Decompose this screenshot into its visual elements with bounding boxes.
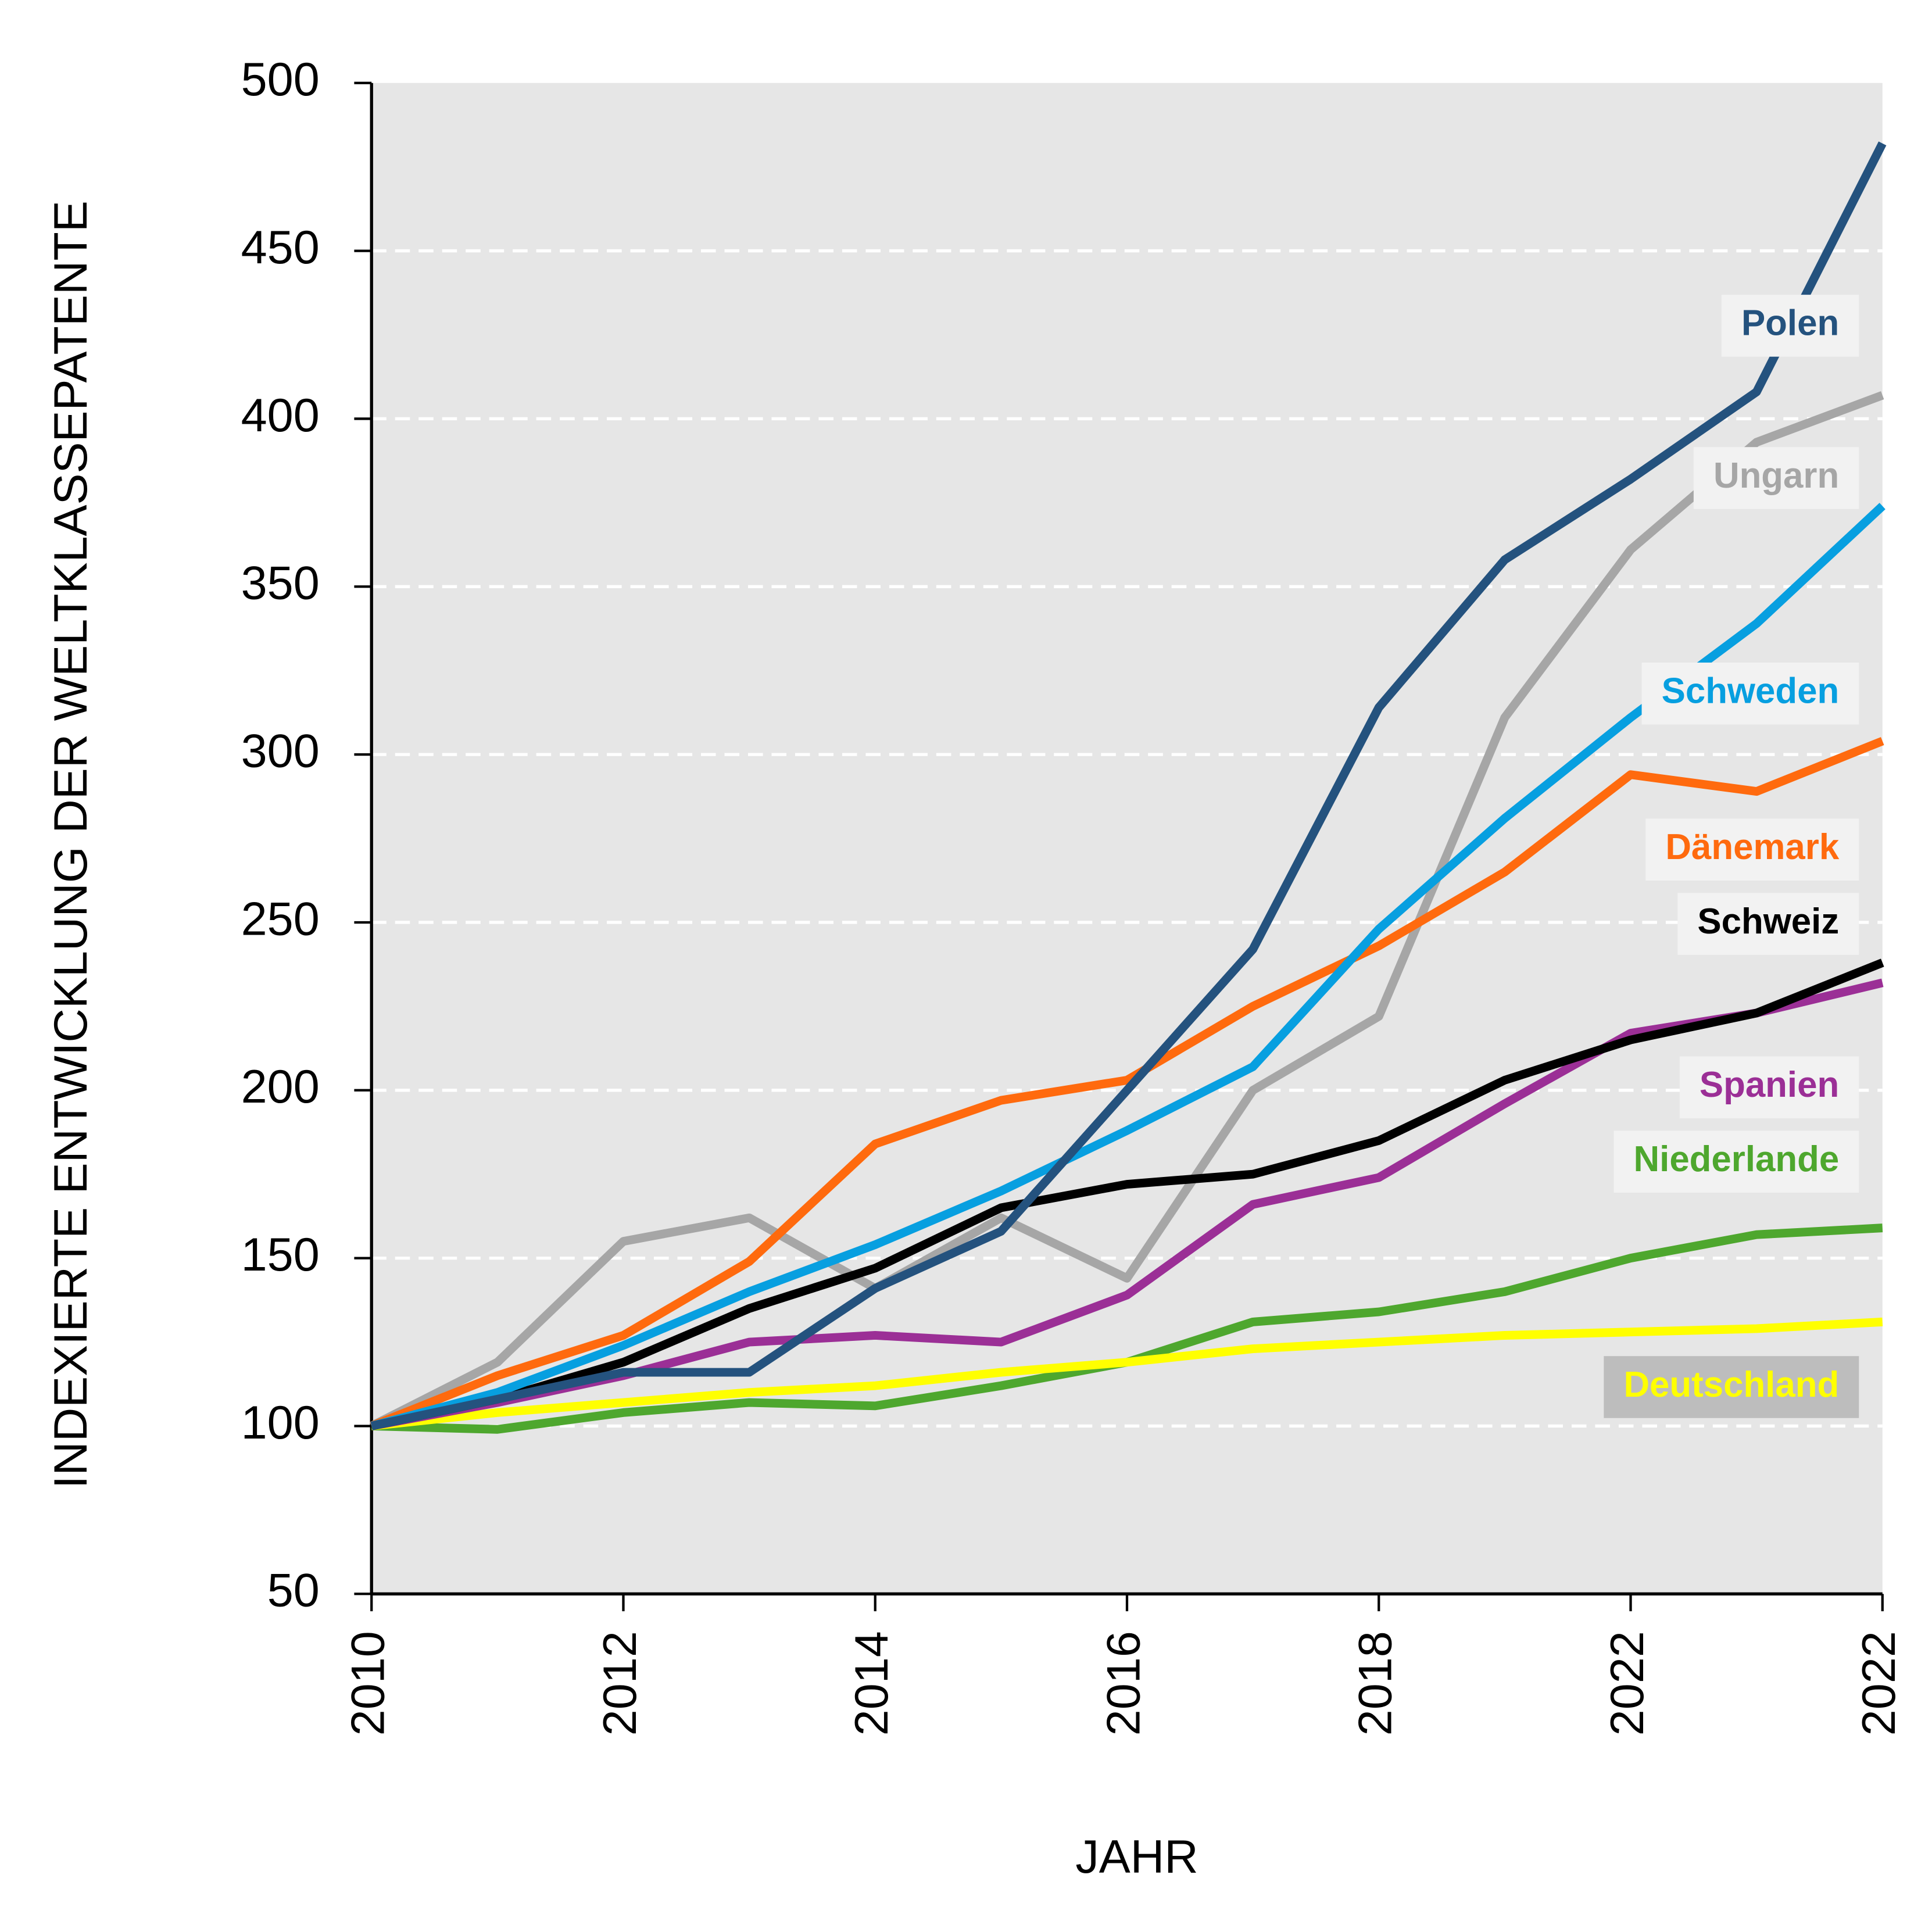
- x-tick-label: 2022: [1601, 1631, 1654, 1736]
- legend-label: Schweden: [1662, 671, 1840, 711]
- x-tick-label: 2010: [342, 1631, 395, 1736]
- legend-label: Ungarn: [1713, 456, 1839, 496]
- y-tick-label: 100: [241, 1397, 320, 1449]
- y-tick-label: 150: [241, 1229, 320, 1281]
- y-tick-label: 350: [241, 557, 320, 610]
- x-axis-title: JAHR: [1075, 1831, 1198, 1883]
- legend-label: Schweiz: [1697, 901, 1839, 942]
- y-tick-label: 300: [241, 725, 320, 778]
- y-tick-label: 250: [241, 893, 320, 945]
- legend-label: Dänemark: [1665, 827, 1839, 867]
- x-tick-label: 2014: [846, 1631, 898, 1736]
- x-tick-label: 2022: [1853, 1631, 1905, 1736]
- legend-label: Deutschland: [1623, 1365, 1839, 1405]
- legend-label: Spanien: [1700, 1065, 1839, 1105]
- x-tick-label: 2018: [1350, 1631, 1402, 1736]
- y-tick-label: 500: [241, 53, 320, 106]
- y-tick-label: 200: [241, 1061, 320, 1113]
- y-axis-title: INDEXIERTE ENTWICKLUNG DER WELTKLASSEPAT…: [45, 201, 97, 1489]
- y-tick-label: 450: [241, 221, 320, 274]
- x-tick-label: 2016: [1097, 1631, 1150, 1736]
- y-tick-label: 50: [267, 1565, 320, 1617]
- legend-label: Niederlande: [1634, 1139, 1840, 1179]
- y-tick-label: 400: [241, 389, 320, 442]
- x-tick-label: 2012: [594, 1631, 646, 1736]
- legend-label: Polen: [1741, 303, 1839, 344]
